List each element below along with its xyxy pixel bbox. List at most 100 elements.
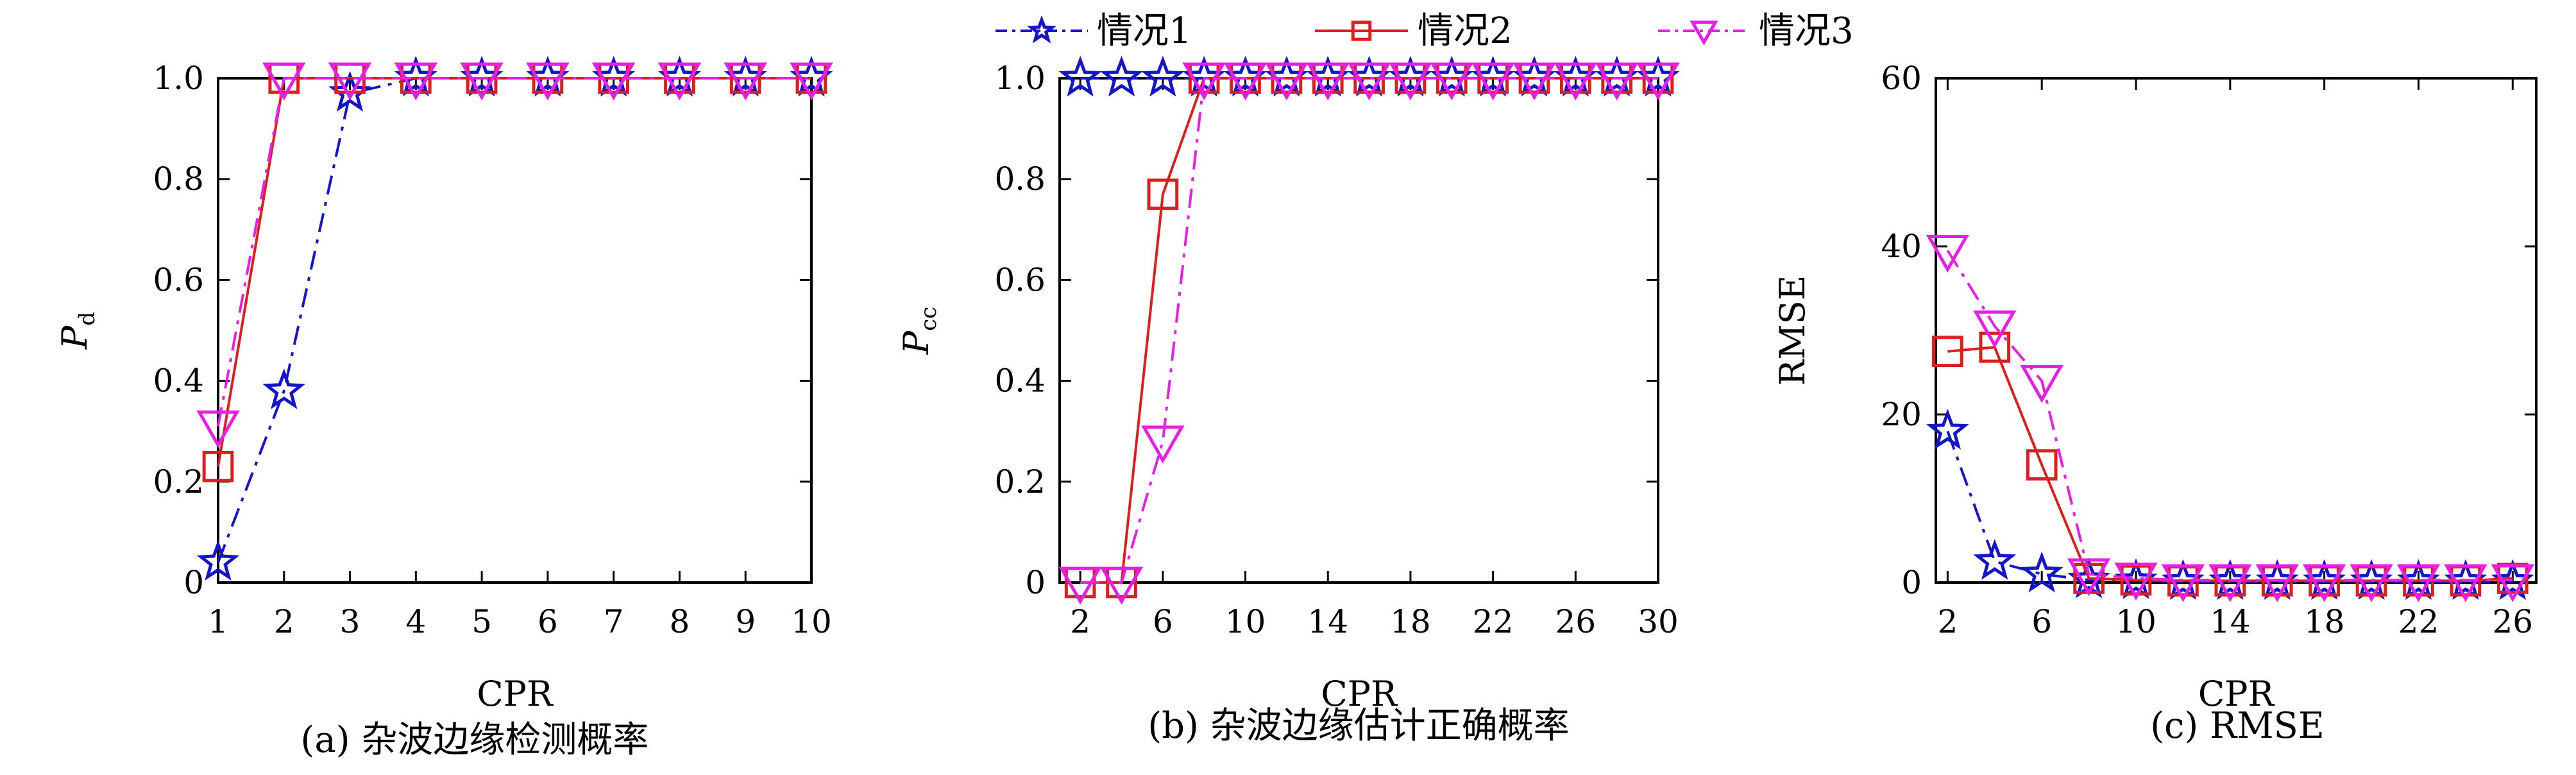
x-tick-label: 9 [735, 603, 756, 640]
legend-label: 情况2 [1418, 10, 1513, 52]
data-point [1389, 62, 1432, 101]
y-tick-label: 40 [1881, 228, 1922, 265]
y-tick-label: 0 [1901, 564, 1922, 601]
data-point [2255, 564, 2299, 602]
y-tick-label: 0.8 [153, 160, 204, 198]
data-point [1223, 62, 1267, 101]
y-tick-label: 0.4 [153, 362, 204, 400]
x-tick-label: 6 [2031, 603, 2052, 640]
x-tick-label: 10 [2115, 603, 2157, 640]
data-point [2491, 564, 2535, 602]
series-3 [1926, 235, 2535, 602]
series-1 [1926, 409, 2534, 600]
legend: 情况1 情况2 情况3 [996, 10, 1854, 52]
y-tick-label: 0 [183, 564, 204, 601]
data-point [790, 62, 833, 101]
y-axis-label-main: RMSE [1772, 275, 1813, 386]
data-point [1265, 62, 1309, 101]
x-tick-label: 14 [2210, 603, 2251, 640]
x-tick-label: 3 [340, 603, 360, 640]
y-axis-label: Pcc [896, 307, 942, 355]
x-tick-label: 2 [1937, 603, 1958, 640]
y-axis-label-subscript: d [74, 312, 100, 326]
data-point [1926, 235, 1970, 273]
data-point [196, 540, 240, 581]
data-point [1100, 55, 1143, 97]
data-point [526, 62, 570, 101]
y-axis-label-main: P [896, 330, 936, 355]
y-tick-label: 20 [1881, 396, 1922, 433]
data-point [2067, 558, 2111, 597]
data-point [1513, 62, 1556, 101]
data-point [1932, 336, 1963, 368]
chart-caption: (b) 杂波边缘估计正确概率 [1148, 705, 1569, 747]
series-2 [1064, 62, 1674, 599]
data-point [591, 62, 636, 101]
series-line [217, 77, 811, 563]
data-point [1595, 62, 1639, 101]
x-axis-label: CPR [2198, 674, 2275, 714]
legend-marker [1027, 15, 1056, 44]
series-line [217, 77, 811, 427]
x-tick-label: 14 [1307, 603, 1348, 640]
data-point [2020, 365, 2063, 404]
data-point [2114, 562, 2158, 600]
x-tick-label: 18 [1390, 603, 1431, 640]
y-tick-label: 0.4 [994, 362, 1046, 400]
data-point [2350, 564, 2393, 602]
data-point [1636, 62, 1680, 101]
x-tick-label: 22 [1473, 603, 1514, 640]
x-tick-label: 8 [670, 603, 690, 640]
y-axis-label: RMSE [1772, 275, 1813, 386]
data-point [1973, 539, 2017, 580]
series-2 [1932, 331, 2529, 597]
x-tick-label: 22 [2398, 603, 2439, 640]
data-point [724, 62, 767, 101]
data-point [394, 62, 438, 101]
x-tick-label: 26 [1555, 603, 1596, 640]
data-point [2396, 564, 2441, 602]
data-point [262, 62, 306, 101]
y-tick-label: 0.2 [994, 463, 1046, 500]
data-point [328, 62, 372, 101]
chart-caption: (c) RMSE [2150, 705, 2325, 747]
y-tick-label: 0.2 [153, 463, 204, 500]
data-point [1182, 62, 1226, 101]
x-tick-label: 26 [2492, 603, 2533, 640]
y-axis-label-subscript: cc [916, 307, 942, 331]
chart-caption: (a) 杂波边缘检测概率 [301, 719, 649, 761]
plot-frame [217, 77, 813, 584]
chart-estimation-correct-probability: 2 6 10 14 18 22 26 3000.20.40.60.81.0CPRPcc(b) … [896, 55, 1680, 747]
data-point [1141, 425, 1185, 464]
legend-label: 情况1 [1097, 10, 1192, 52]
plot-frame [1935, 77, 2538, 584]
x-tick-label: 6 [1153, 603, 1173, 640]
y-tick-label: 1.0 [153, 60, 204, 97]
data-point [2020, 551, 2063, 593]
data-point [1147, 178, 1179, 210]
x-tick-label: 7 [604, 603, 624, 640]
legend-entry-3: 情况3 [1658, 10, 1854, 52]
chart-detection-probability: 1 2 3 4 5 6 7 8 9 10 0 0.2 0.4 0.6 0.8 1.0 CPR Pd (a) 杂波边缘… [55, 55, 833, 761]
data-point [2444, 564, 2487, 602]
x-tick-label: 2 [274, 603, 294, 640]
x-tick-label: 4 [405, 603, 426, 640]
data-point [1979, 331, 2011, 363]
data-point [262, 368, 306, 409]
x-tick-label: 10 [791, 603, 832, 640]
legend-entry-1: 情况1 [996, 10, 1192, 52]
x-tick-label: 2 [1070, 603, 1090, 640]
x-tick-label: 6 [538, 603, 558, 640]
data-point [2302, 564, 2346, 602]
x-tick-label: 18 [2304, 603, 2345, 640]
y-tick-label: 1.0 [994, 60, 1046, 97]
y-tick-label: 0.8 [994, 160, 1046, 198]
series-2 [202, 62, 827, 482]
x-tick-label: 10 [1225, 603, 1266, 640]
y-axis-label-main: P [55, 325, 95, 350]
series-3 [1058, 62, 1680, 605]
legend-marker [1351, 21, 1372, 41]
data-point [460, 62, 504, 101]
y-tick-label: 0 [1025, 564, 1046, 601]
